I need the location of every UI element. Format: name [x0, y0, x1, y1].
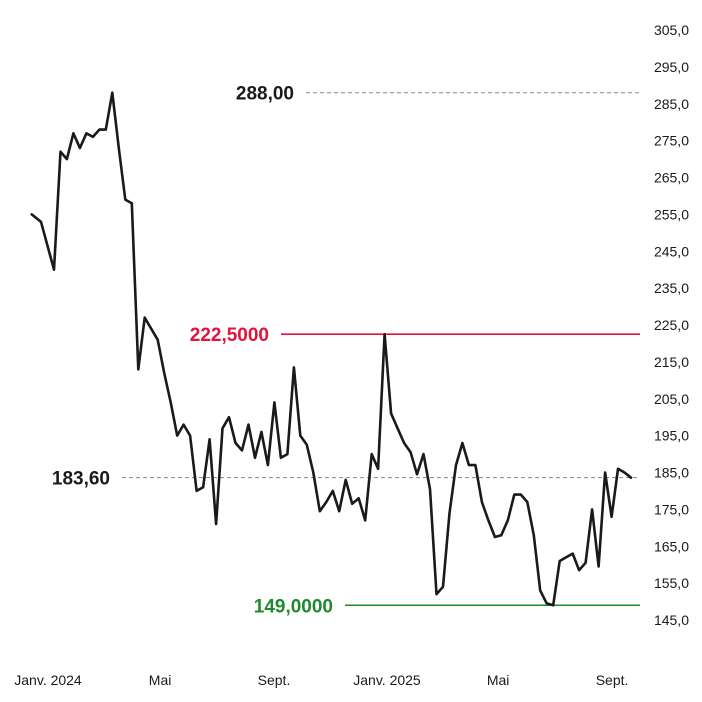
price-series	[30, 91, 633, 607]
price-line	[30, 91, 633, 607]
y-tick-label: 145,0	[654, 612, 689, 628]
x-tick-label: Sept.	[596, 672, 629, 688]
y-tick-label: 285,0	[654, 96, 689, 112]
x-tick-label: Mai	[487, 672, 510, 688]
reference-line-label: 288,00	[236, 84, 294, 105]
y-tick-label: 165,0	[654, 538, 689, 554]
reference-line-label: 222,5000	[190, 325, 269, 346]
x-tick-label: Janv. 2024	[14, 672, 82, 688]
reference-line-label: 183,60	[52, 469, 110, 490]
y-tick-label: 245,0	[654, 243, 689, 259]
y-tick-label: 265,0	[654, 170, 689, 186]
y-tick-label: 255,0	[654, 206, 689, 222]
y-tick-label: 275,0	[654, 133, 689, 149]
y-tick-label: 295,0	[654, 59, 689, 75]
y-tick-label: 225,0	[654, 317, 689, 333]
y-tick-label: 155,0	[654, 575, 689, 591]
y-axis: 305,0 295,0 285,0 275,0 265,0 255,0 245,0 235,0…	[654, 22, 689, 628]
y-tick-label: 305,0	[654, 22, 689, 38]
y-tick-label: 235,0	[654, 280, 689, 296]
y-tick-label: 175,0	[654, 501, 689, 517]
x-tick-label: Janv. 2025	[353, 672, 421, 688]
x-tick-label: Sept.	[258, 672, 291, 688]
reference-line-label: 149,0000	[254, 596, 333, 617]
reference-lines: 288,00 222,5000 183,60 149,0000	[52, 84, 640, 617]
x-axis: Janv. 2024 Mai Sept. Janv. 2025 Mai Sept.	[14, 672, 628, 688]
y-tick-label: 205,0	[654, 391, 689, 407]
x-tick-label: Mai	[149, 672, 172, 688]
y-tick-label: 215,0	[654, 354, 689, 370]
y-tick-label: 195,0	[654, 428, 689, 444]
y-tick-label: 185,0	[654, 465, 689, 481]
